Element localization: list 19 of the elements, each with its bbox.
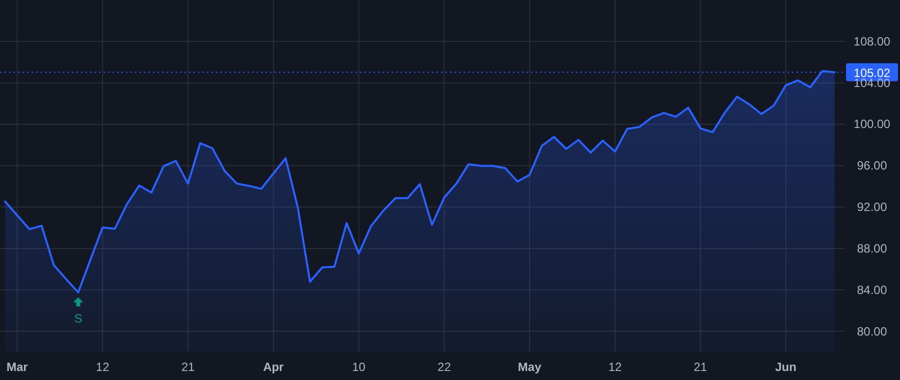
x-tick-label: 22 xyxy=(438,360,452,374)
y-tick-label: 100.00 xyxy=(854,117,891,132)
y-tick-label: 96.00 xyxy=(856,158,888,173)
x-tick-label: 12 xyxy=(96,360,110,374)
y-tick-label: 80.00 xyxy=(856,324,888,338)
x-tick-label: May xyxy=(518,360,542,374)
ref-line-label: 105.02 xyxy=(854,66,891,80)
x-tick-label: 10 xyxy=(352,360,366,374)
y-tick-label: 108.00 xyxy=(854,34,891,48)
y-tick-label: 88.00 xyxy=(856,241,888,256)
annotation: S xyxy=(74,311,82,326)
x-tick-label: Mar xyxy=(6,360,28,374)
x-tick-label: 21 xyxy=(694,360,708,374)
y-tick-label: 84.00 xyxy=(856,282,888,297)
x-tick-label: Jun xyxy=(775,360,796,374)
y-tick-label: 92.00 xyxy=(856,200,888,214)
x-tick-label: Apr xyxy=(263,360,284,374)
x-tick-label: 21 xyxy=(181,360,195,374)
x-tick-label: 12 xyxy=(608,360,622,374)
